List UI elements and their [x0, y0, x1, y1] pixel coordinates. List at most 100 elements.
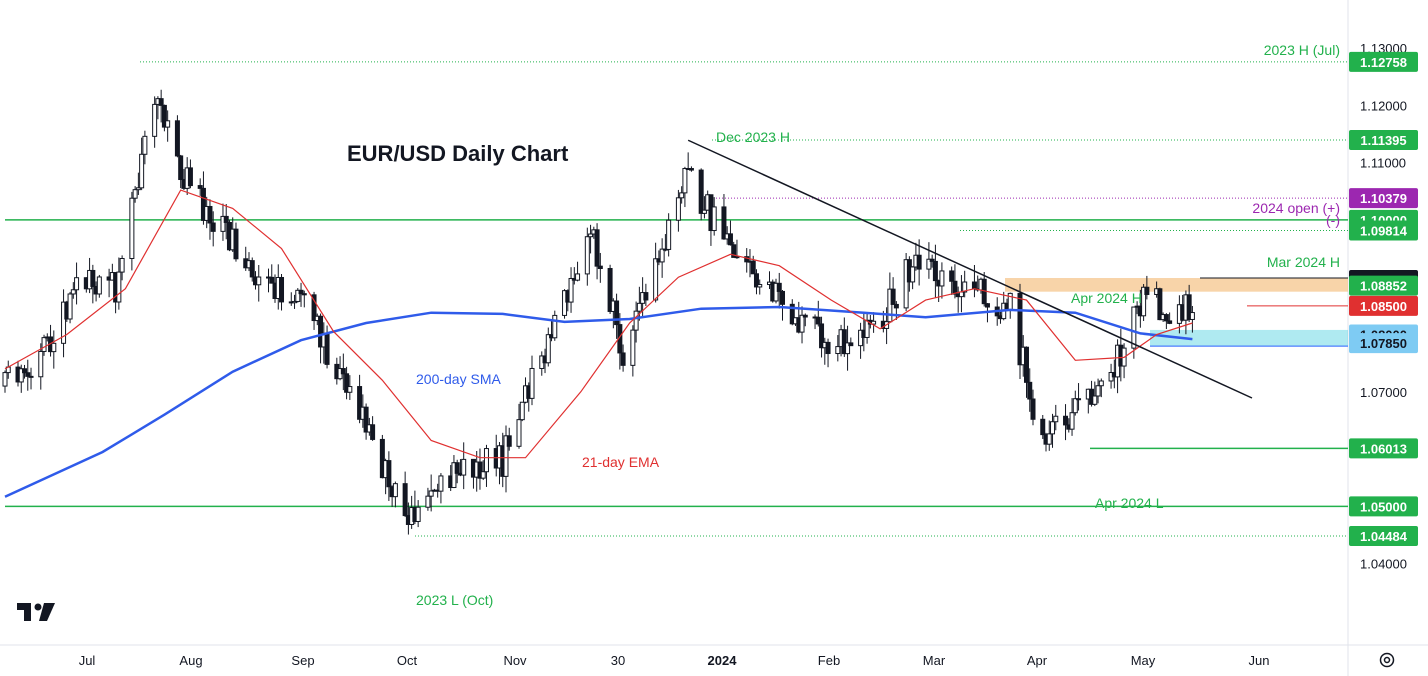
candle-body [799, 314, 805, 333]
candle-body [731, 244, 737, 258]
y-tick-label: 1.04000 [1360, 557, 1407, 572]
candle-body [1040, 418, 1046, 436]
x-tick-label: Jul [79, 653, 96, 668]
x-tick-label: 2024 [708, 653, 738, 668]
candle-body [1023, 346, 1029, 383]
candle-body [187, 167, 193, 187]
candle-body [90, 269, 96, 287]
candle-body [152, 103, 158, 137]
candle-body [1027, 381, 1033, 400]
candle-body [70, 289, 76, 295]
candle-body [780, 290, 786, 305]
price-label-text: 1.05000 [1360, 499, 1407, 514]
candle-body [1144, 286, 1150, 295]
candle-body [2, 372, 8, 387]
y-tick-label: 1.12000 [1360, 98, 1407, 113]
price-label-bg [1349, 496, 1418, 517]
candle-body [750, 260, 756, 275]
candle-body [958, 291, 964, 298]
candle-body [568, 277, 574, 303]
price-label-1.05000: 1.05000 [1349, 496, 1418, 517]
annotation-2023-h-jul-: 2023 H (Jul) [1264, 42, 1340, 58]
candle-body [1157, 288, 1163, 321]
candle-body [139, 153, 145, 189]
candle-body [38, 350, 44, 378]
candle-body [200, 187, 206, 221]
x-tick-label: 30 [611, 653, 625, 668]
candle-body [1163, 314, 1169, 322]
candle-body [295, 289, 301, 302]
candle-body [1017, 292, 1023, 366]
candle-body [210, 222, 216, 232]
candle-body [675, 197, 681, 221]
candle-body [135, 187, 141, 191]
price-label-bg [1349, 188, 1418, 209]
candle-body [630, 329, 636, 366]
candle-body [939, 270, 945, 287]
candle-body [890, 288, 896, 305]
price-label-bg [1349, 275, 1418, 296]
candle-body [279, 276, 285, 303]
candle-body [223, 215, 229, 223]
x-tick-label: Oct [397, 653, 418, 668]
candle-body [1053, 415, 1059, 423]
candle-body [721, 206, 727, 240]
candle-body [734, 256, 740, 259]
tradingview-logo [17, 603, 57, 628]
candle-body [132, 189, 138, 199]
candle-body [682, 167, 688, 194]
candle-body [324, 332, 330, 365]
candle-body [949, 270, 955, 282]
candle-body [318, 315, 324, 348]
candle-body [402, 483, 408, 517]
candle-body [28, 375, 34, 378]
resistance-zone [1005, 278, 1348, 292]
candle-body [711, 206, 717, 232]
annotation--: (-) [1326, 212, 1340, 228]
candle-body [142, 135, 148, 155]
price-label-bg [1349, 333, 1418, 354]
price-label-text: 1.12758 [1360, 55, 1407, 70]
candle-body [887, 288, 893, 323]
candle-body [815, 316, 821, 325]
candle-body [864, 319, 870, 338]
candle-body [477, 461, 483, 479]
candle-body [347, 386, 353, 393]
candle-body [1092, 395, 1098, 405]
candle-body [61, 301, 67, 344]
candle-body [18, 368, 24, 383]
candle-body [1030, 398, 1036, 420]
candle-body [848, 342, 854, 347]
price-label-1.11395: 1.11395 [1349, 129, 1418, 150]
candle-body [871, 320, 877, 325]
candle-body [757, 284, 763, 288]
candle-body [825, 341, 831, 355]
candle-body [1050, 421, 1056, 435]
candle-body [701, 209, 707, 214]
candle-body [311, 294, 317, 322]
candle-body [1095, 385, 1101, 397]
price-label-1.08500: 1.08500 [1349, 295, 1418, 316]
candle-body [269, 276, 275, 284]
candle-body [893, 303, 899, 309]
candle-body [506, 435, 512, 447]
support-zone [1150, 329, 1348, 347]
candle-body [96, 276, 102, 295]
annotation-apr-2024-l: Apr 2024 L [1095, 495, 1164, 511]
x-tick-label: May [1131, 653, 1156, 668]
sma-200-line [4, 305, 1193, 498]
candle-body [1069, 412, 1075, 430]
candle-body [438, 475, 444, 492]
candle-body [698, 169, 704, 214]
candle-body [971, 281, 977, 290]
candle-body [165, 120, 171, 128]
candle-body [688, 168, 694, 171]
x-tick-label: Feb [818, 653, 840, 668]
candle-body [454, 462, 460, 474]
chart-settings-gear-icon[interactable] [1377, 650, 1397, 670]
candle-body [545, 334, 551, 364]
candle-body [386, 460, 392, 488]
candle-body [415, 506, 421, 522]
candle-body [633, 310, 639, 331]
